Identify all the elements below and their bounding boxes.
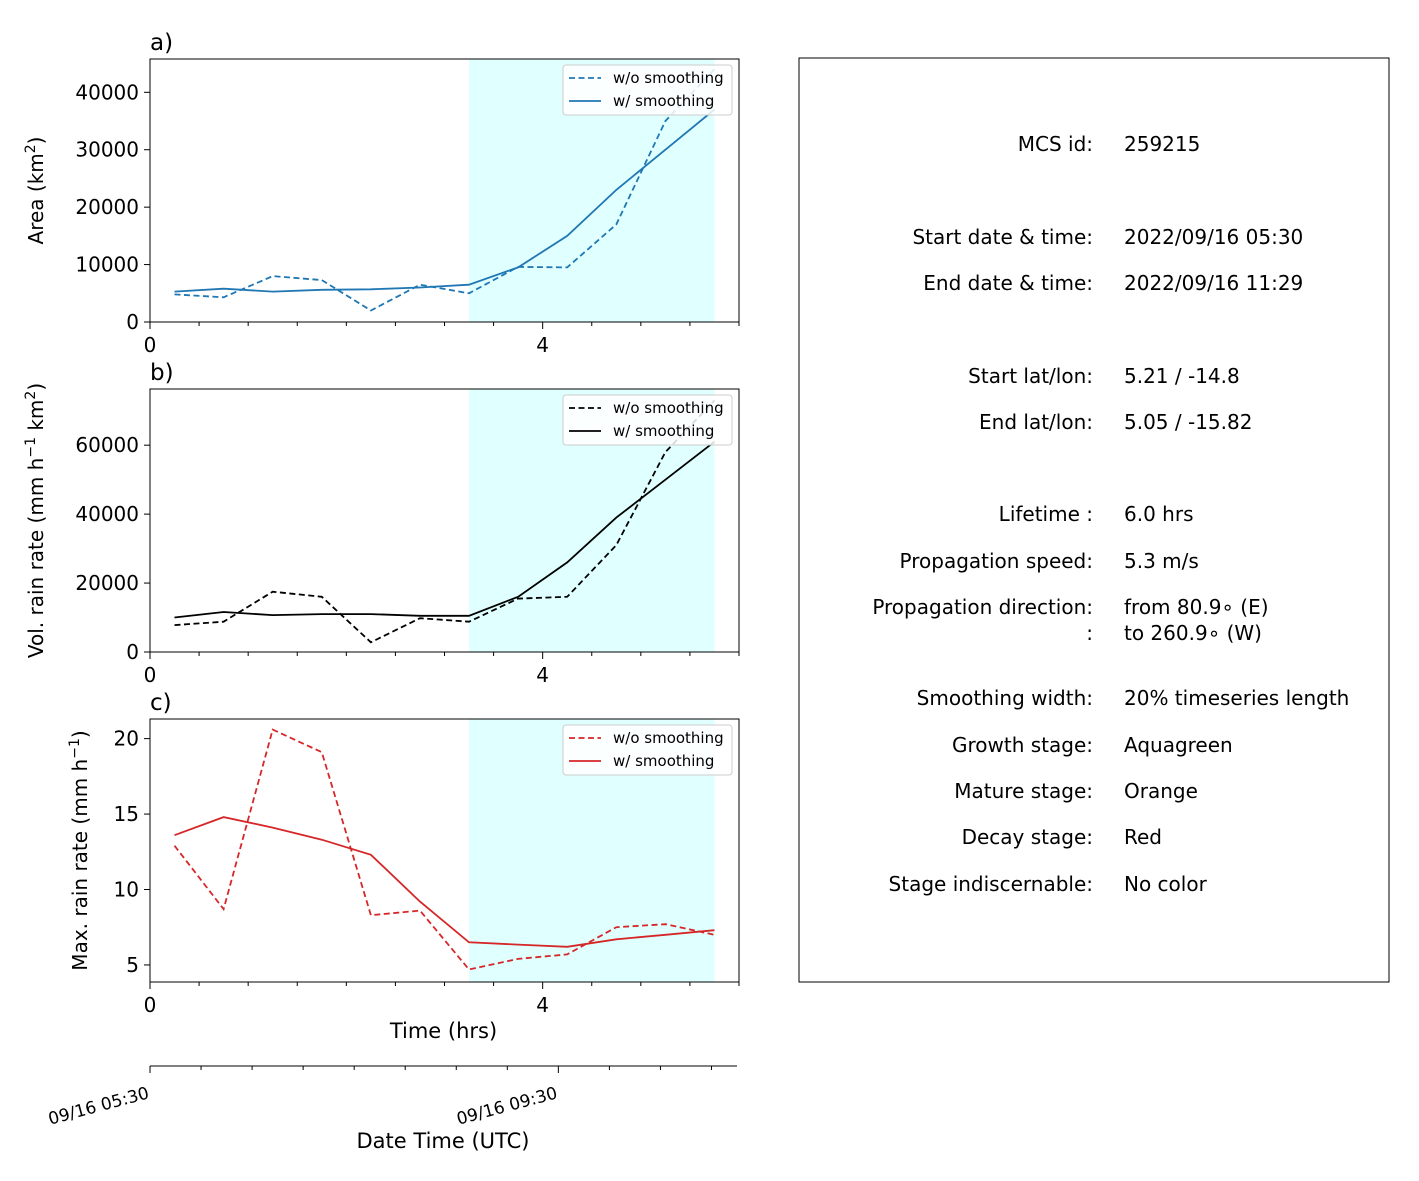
series-line-without-smoothing (174, 68, 716, 312)
panel-label: b) (150, 360, 174, 386)
info-panel: MCS id: 259215 Start date & time: 2022/09/1… (798, 57, 1390, 983)
y-tick-label: 20000 (75, 571, 139, 595)
y-axis-label-part: 2 (23, 144, 39, 153)
y-axis-label-part: Vol. rain rate (mm h (24, 458, 48, 659)
y-tick-label: 15 (114, 802, 139, 826)
legend: w/o smoothing w/ smoothing (562, 64, 733, 116)
info-label: End lat/lon: (979, 410, 1093, 434)
panel-label: c) (150, 690, 172, 716)
info-value: 5.3 m/s (1124, 549, 1199, 573)
y-axis-label-part: Max. rain rate (mm h (68, 759, 92, 971)
x-tick-label: 4 (536, 993, 549, 1017)
x-axis-label: Time (hrs) (389, 1019, 497, 1043)
info-value: Red (1124, 825, 1162, 849)
legend-box (562, 724, 733, 776)
x-tick-label: 0 (144, 993, 157, 1017)
series-line-with-smoothing (174, 816, 715, 948)
info-label: Start date & time: (912, 225, 1093, 249)
series-line-without-smoothing (174, 399, 716, 644)
legend-entry: w/o smoothing (613, 69, 724, 87)
y-axis-label-part: ) (68, 730, 92, 738)
info-label: : (1086, 621, 1093, 645)
info-value: Orange (1124, 779, 1198, 803)
series-line-with-smoothing (174, 108, 716, 293)
legend-entry: w/ smoothing (613, 752, 714, 770)
legend-box (562, 64, 733, 116)
y-tick-label: 20 (114, 727, 139, 751)
y-axis-label-part: −1 (23, 437, 39, 458)
info-value: 6.0 hrs (1124, 502, 1193, 526)
y-tick-label: 40000 (75, 502, 139, 526)
y-tick-label: 30000 (75, 138, 139, 162)
y-axis-label: Vol. rain rate (mm h−1 km2) (23, 383, 48, 658)
x-tick-label: 4 (536, 663, 549, 687)
legend-entry: w/o smoothing (613, 729, 724, 747)
x-tick-label: 0 (144, 333, 157, 357)
legend-entry: w/ smoothing (613, 92, 714, 110)
panel-area: 0 10000 20000 30000 40000 0 4 a) Area (km2) w/o s… (23, 30, 740, 357)
y-axis-label: Max. rain rate (mm h−1) (67, 730, 92, 970)
series-line-without-smoothing (173, 728, 715, 971)
info-label: Propagation speed: (900, 549, 1093, 573)
y-tick-label: 5 (126, 953, 139, 977)
info-label: Stage indiscernable: (889, 872, 1093, 896)
info-value: No color (1124, 872, 1208, 896)
y-tick-label: 0 (126, 310, 139, 334)
y-axis-label-part: km (24, 400, 48, 437)
info-label: MCS id: (1018, 132, 1093, 156)
y-tick-label: 40000 (75, 80, 139, 104)
x-tick-label: 4 (536, 333, 549, 357)
info-value: from 80.9∘ (E) (1124, 595, 1269, 619)
info-value: 20% timeseries length (1124, 686, 1349, 710)
y-axis-label-part: 2 (23, 391, 39, 400)
y-axis-label-part: ) (24, 137, 48, 145)
y-axis-label-part: ) (24, 383, 48, 391)
info-value: to 260.9∘ (W) (1124, 621, 1262, 645)
info-label: Mature stage: (954, 779, 1093, 803)
date-axis-label: Date Time (UTC) (357, 1129, 530, 1153)
y-axis-label-part: −1 (67, 738, 83, 759)
legend: w/o smoothing w/ smoothing (562, 394, 733, 446)
legend-entry: w/ smoothing (613, 422, 714, 440)
y-tick-label: 20000 (75, 195, 139, 219)
legend: w/o smoothing w/ smoothing (562, 724, 733, 776)
info-label: End date & time: (923, 271, 1093, 295)
info-label: Smoothing width: (917, 686, 1093, 710)
panel-max-rain-rate: 5 10 15 20 0 4 c) Max. rain rate (mm h−1) Time (… (67, 690, 740, 1043)
series-line-with-smoothing (174, 440, 716, 619)
date-tick-label: 09/16 05:30 (46, 1084, 151, 1130)
info-value: 5.05 / -15.82 (1124, 410, 1252, 434)
info-value: 5.21 / -14.8 (1124, 364, 1240, 388)
y-axis-label: Area (km2) (23, 137, 48, 245)
y-tick-label: 10 (114, 878, 139, 902)
info-label: Lifetime : (999, 502, 1093, 526)
legend-box (562, 394, 733, 446)
info-label: Decay stage: (962, 825, 1093, 849)
info-value: 2022/09/16 05:30 (1124, 225, 1303, 249)
y-tick-label: 10000 (75, 253, 139, 277)
panel-volume-rain-rate: 0 20000 40000 60000 0 4 b) Vol. rain rate (mm h… (23, 360, 740, 687)
info-value: 259215 (1124, 132, 1200, 156)
legend-entry: w/o smoothing (613, 399, 724, 417)
info-panel-frame (798, 57, 1390, 983)
info-value: Aquagreen (1124, 733, 1233, 757)
panel-label: a) (150, 30, 173, 56)
info-label: Start lat/lon: (968, 364, 1093, 388)
x-tick-label: 0 (144, 663, 157, 687)
info-value: 2022/09/16 11:29 (1124, 271, 1303, 295)
date-tick-label: 09/16 09:30 (455, 1084, 560, 1130)
info-label: Propagation direction: (872, 595, 1093, 619)
y-axis-label-part: Area (km (24, 153, 48, 244)
info-label: Growth stage: (952, 733, 1093, 757)
y-tick-label: 0 (126, 640, 139, 664)
y-tick-label: 60000 (75, 433, 139, 457)
